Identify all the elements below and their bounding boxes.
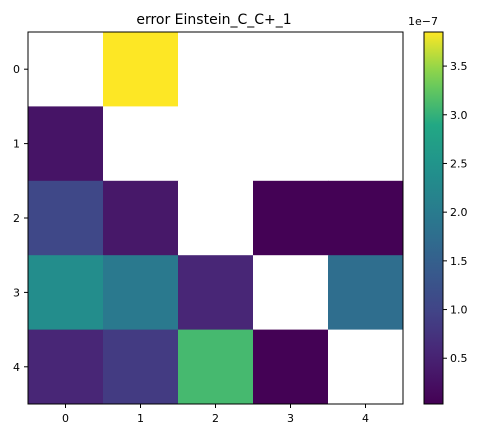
heatmap-cell xyxy=(253,106,329,182)
y-axis: 0 1 2 3 4 xyxy=(13,63,28,374)
y-tick-label: 2 xyxy=(13,212,20,225)
heatmap-cell xyxy=(103,329,179,405)
heatmap-cell xyxy=(328,32,404,107)
heatmap-cell xyxy=(328,329,404,405)
colorbar-tick-label: 3.5 xyxy=(450,60,468,73)
y-tick-label: 0 xyxy=(13,63,20,76)
heatmap-cell xyxy=(178,180,254,256)
x-tick-label: 4 xyxy=(362,412,369,425)
colorbar: 0.5 1.0 1.5 2.0 2.5 3.0 3.5 xyxy=(423,31,468,405)
y-tick-label: 4 xyxy=(13,361,20,374)
heatmap-cell xyxy=(253,180,329,256)
x-tick-label: 2 xyxy=(212,412,219,425)
colorbar-tick-label: 0.5 xyxy=(450,352,468,365)
colorbar-gradient xyxy=(423,31,444,405)
heatmap-cell xyxy=(328,180,404,256)
heatmap-cell xyxy=(178,329,254,405)
heatmap-cell xyxy=(253,32,329,107)
heatmap-cell xyxy=(28,32,104,107)
colorbar-tick-label: 3.0 xyxy=(450,109,468,122)
colorbar-tick-label: 1.0 xyxy=(450,304,468,317)
heatmap-cell xyxy=(103,255,179,331)
heatmap-cell xyxy=(28,180,104,256)
heatmap-cell xyxy=(28,329,104,405)
chart-title: error Einstein_C_C+_1 xyxy=(136,12,291,28)
heatmap-cell xyxy=(28,106,104,182)
x-tick-label: 3 xyxy=(287,412,294,425)
colorbar-tick-label: 2.5 xyxy=(450,157,468,170)
colorbar-tick-label: 1.5 xyxy=(450,255,468,268)
colorbar-tick-label: 2.0 xyxy=(450,206,468,219)
heatmap-cell xyxy=(178,106,254,182)
x-tick-label: 1 xyxy=(137,412,144,425)
y-tick-label: 3 xyxy=(13,286,20,299)
heatmap-cell xyxy=(28,255,104,331)
heatmap-cell xyxy=(253,255,329,331)
heatmap-cells xyxy=(28,32,404,405)
heatmap-cell xyxy=(328,106,404,182)
y-tick-label: 1 xyxy=(13,138,20,151)
x-axis: 0 1 2 3 4 xyxy=(62,404,369,425)
heatmap-cell xyxy=(103,180,179,256)
heatmap-cell xyxy=(178,32,254,107)
heatmap-cell xyxy=(103,32,179,107)
heatmap-cell xyxy=(178,255,254,331)
heatmap-cell xyxy=(253,329,329,405)
x-tick-label: 0 xyxy=(62,412,69,425)
colorbar-multiplier: 1e−7 xyxy=(408,15,438,28)
heatmap-cell xyxy=(328,255,404,331)
heatmap-cell xyxy=(103,106,179,182)
